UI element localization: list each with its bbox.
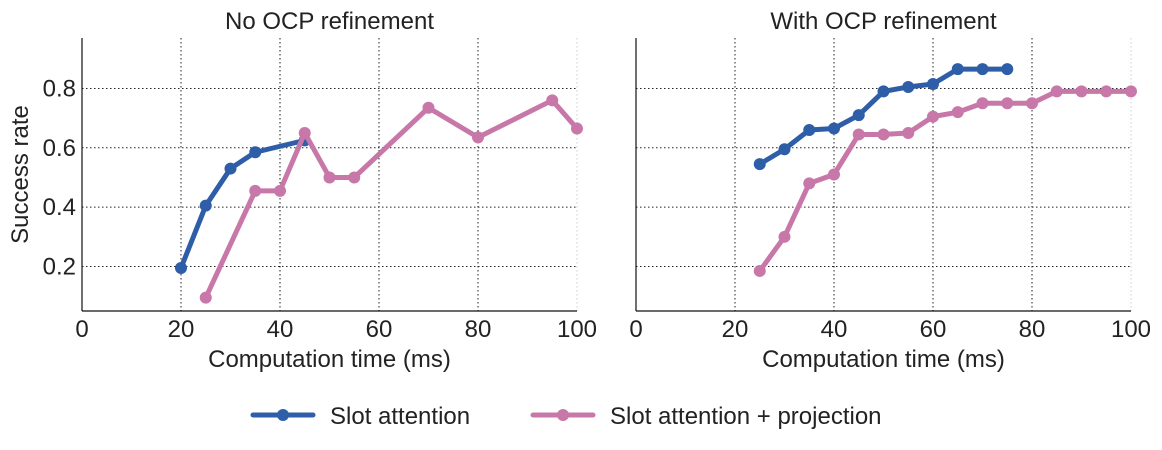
series-slot-attention-projection	[753, 85, 1137, 277]
series-line-slot-attention-projection	[757, 88, 1134, 274]
legend-label-slot-attention-projection: Slot attention + projection	[610, 403, 882, 430]
legend-label-slot-attention: Slot attention	[330, 403, 470, 430]
y-axis-label: Success rate	[7, 105, 34, 244]
data-point	[472, 131, 484, 144]
data-point	[1001, 63, 1014, 76]
data-point	[976, 97, 989, 110]
panel-with-ocp-refinement: 0 20 40 60 80 100 With OCP refinement Computati…	[629, 8, 1151, 373]
x-tick-label: 60	[366, 316, 393, 343]
x-tick-label: 40	[267, 316, 294, 343]
data-point	[1075, 85, 1088, 98]
legend-entry-slot-attention-projection: Slot attention + projection	[530, 403, 882, 430]
data-point	[976, 63, 989, 76]
data-point	[778, 143, 791, 156]
data-point	[828, 122, 840, 135]
data-point	[199, 199, 212, 212]
data-point	[778, 230, 791, 243]
legend-entry-slot-attention: Slot attention	[250, 403, 470, 430]
x-tick-label: 0	[75, 316, 88, 343]
data-point	[852, 128, 865, 141]
series-line-slot-attention	[757, 66, 1010, 167]
data-point	[348, 171, 361, 184]
data-point	[803, 177, 816, 190]
x-tick-label: 80	[465, 316, 492, 343]
legend-marker-slot-attention	[277, 409, 289, 421]
data-point	[951, 63, 964, 76]
data-point	[852, 109, 865, 122]
x-tick-label: 60	[920, 316, 947, 343]
x-tick-label: 100	[557, 316, 597, 343]
data-point	[571, 122, 583, 135]
series-slot-attention	[753, 63, 1014, 171]
x-tick-label: 100	[1111, 316, 1151, 343]
y-tick-label: 0.6	[43, 135, 76, 162]
data-point	[1125, 85, 1137, 98]
series-slot-attention	[175, 134, 311, 274]
data-point	[828, 168, 840, 181]
data-point	[546, 94, 559, 107]
data-point	[175, 261, 187, 274]
data-point	[274, 184, 286, 197]
x-tick-label: 20	[722, 316, 749, 343]
series-line-slot-attention	[178, 137, 308, 271]
series-slot-attention-projection	[199, 94, 583, 304]
data-point	[753, 264, 766, 277]
y-tick-label: 0.4	[43, 194, 76, 221]
data-point	[422, 101, 435, 114]
y-tick-label: 0.8	[43, 75, 76, 102]
data-point	[199, 291, 212, 304]
chart-title: No OCP refinement	[225, 8, 434, 35]
data-point	[1100, 85, 1113, 98]
data-point	[877, 85, 890, 98]
data-point	[803, 123, 816, 136]
data-point	[323, 171, 336, 184]
data-point	[951, 106, 964, 119]
series-line-slot-attention-projection	[203, 97, 580, 301]
x-tick-label: 80	[1019, 316, 1046, 343]
data-point	[1001, 97, 1014, 110]
data-point	[224, 162, 237, 175]
data-point	[927, 77, 939, 90]
x-tick-label: 40	[821, 316, 848, 343]
y-tick-label: 0.2	[43, 253, 76, 280]
x-axis-label: Computation time (ms)	[208, 346, 451, 373]
data-point	[877, 128, 890, 141]
data-point	[249, 184, 262, 197]
chart-title: With OCP refinement	[770, 8, 997, 35]
data-point	[902, 80, 915, 93]
data-point	[927, 110, 939, 123]
data-point	[1050, 85, 1063, 98]
legend: Slot attention Slot attention + projecti…	[250, 403, 882, 430]
data-point	[1026, 97, 1038, 110]
x-tick-label: 20	[168, 316, 195, 343]
panel-no-ocp-refinement: 0 20 40 60 80 100 0.2 0.4 0.6 0.8 No OCP refinemen…	[7, 8, 597, 373]
x-axis-label: Computation time (ms)	[762, 346, 1005, 373]
x-tick-label: 0	[629, 316, 642, 343]
data-point	[902, 126, 915, 139]
data-point	[298, 126, 311, 139]
data-point	[249, 146, 262, 159]
data-point	[753, 158, 766, 171]
legend-marker-slot-attention-projection	[557, 409, 569, 421]
